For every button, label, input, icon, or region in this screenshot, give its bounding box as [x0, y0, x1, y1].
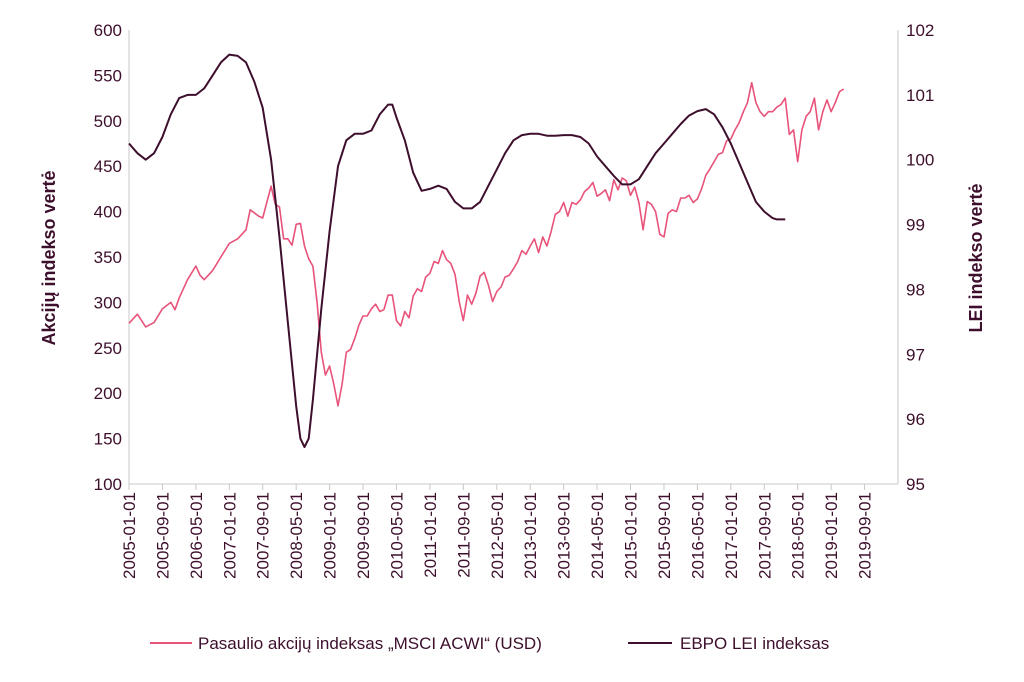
right-tick-label: 95: [906, 475, 925, 494]
right-tick-label: 99: [906, 216, 925, 235]
legend: Pasaulio akcijų indeksas „MSCI ACWI“ (US…: [150, 634, 829, 653]
left-tick-label: 150: [94, 430, 122, 449]
x-tick-label: 2019-09-01: [856, 492, 875, 579]
left-tick-label: 400: [94, 203, 122, 222]
left-axis-title: Akcijų indekso vertė: [39, 170, 59, 345]
x-tick-label: 2007-01-01: [220, 492, 239, 579]
left-tick-label: 550: [94, 66, 122, 85]
right-axis-ticks: 95 96 97 98 99 100 101 102: [906, 21, 934, 494]
x-tick-label: 2010-05-01: [387, 492, 406, 579]
right-tick-label: 101: [906, 86, 934, 105]
series-line-lei: [128, 53, 786, 448]
left-tick-label: 300: [94, 293, 122, 312]
left-tick-label: 100: [94, 475, 122, 494]
left-axis-ticks: 100 150 200 250 300 350 400 450 500 550 600: [94, 21, 122, 494]
x-tick-label: 2018-05-01: [789, 492, 808, 579]
right-tick-label: 97: [906, 345, 925, 364]
x-tick-label: 2013-01-01: [521, 492, 540, 579]
x-tick-label: 2011-01-01: [421, 492, 440, 578]
x-tick-label: 2015-01-01: [622, 492, 641, 579]
left-tick-label: 200: [94, 384, 122, 403]
plot-frame: [128, 30, 899, 485]
x-tick-label: 2009-09-01: [354, 492, 373, 579]
x-tick-label: 2011-09-01: [454, 492, 473, 578]
right-tick-label: 96: [906, 410, 925, 429]
left-tick-label: 350: [94, 248, 122, 267]
x-tick-label: 2014-05-01: [588, 492, 607, 579]
x-tick-label: 2005-09-01: [153, 492, 172, 579]
x-tick-label: 2019-01-01: [822, 492, 841, 579]
legend-label-lei: EBPO LEI indeksas: [680, 634, 829, 653]
left-tick-label: 500: [94, 112, 122, 131]
x-tick-label: 2005-01-01: [120, 492, 139, 579]
series-line-msci: [128, 81, 845, 407]
series-layer: [128, 53, 845, 448]
x-tick-label: 2013-09-01: [555, 492, 574, 579]
right-tick-label: 100: [906, 151, 934, 170]
x-tick-label: 2007-09-01: [254, 492, 273, 579]
right-axis-title: LEI indekso vertė: [966, 183, 986, 332]
right-tick-label: 102: [906, 21, 934, 40]
x-axis-ticks: 2005-01-01 2005-09-01 2006-05-01 2007-01-01…: [120, 484, 875, 579]
right-tick-label: 98: [906, 280, 925, 299]
x-tick-label: 2012-05-01: [488, 492, 507, 579]
x-tick-label: 2015-09-01: [655, 492, 674, 579]
x-tick-label: 2009-01-01: [321, 492, 340, 579]
left-tick-label: 450: [94, 157, 122, 176]
x-tick-label: 2017-01-01: [722, 492, 741, 579]
left-tick-label: 250: [94, 339, 122, 358]
left-tick-label: 600: [94, 21, 122, 40]
x-tick-label: 2017-09-01: [755, 492, 774, 579]
legend-label-msci: Pasaulio akcijų indeksas „MSCI ACWI“ (US…: [198, 634, 542, 653]
x-tick-label: 2008-05-01: [287, 492, 306, 579]
x-tick-label: 2006-05-01: [187, 492, 206, 579]
x-tick-label: 2016-05-01: [688, 492, 707, 579]
